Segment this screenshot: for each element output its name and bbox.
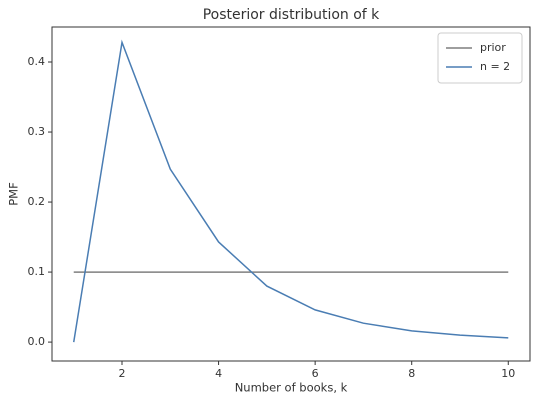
y-tick-label: 0.4 [28,55,46,68]
y-tick-label: 0.1 [28,265,46,278]
x-axis-label: Number of books, k [235,381,348,395]
legend-frame [437,32,523,84]
chart-title: Posterior distribution of k [203,7,380,23]
y-tick-label: 0.3 [28,125,46,138]
line-series [72,39,509,343]
x-tick-label: 10 [501,367,515,380]
x-tick-label: 2 [119,367,126,380]
x-tick-label: 8 [408,367,415,380]
x-tick-label: 4 [215,367,222,380]
legend-label: n = 2 [480,60,510,73]
y-axis-label: PMF [7,182,21,205]
y-tick-label: 0.2 [28,195,46,208]
plot-frame [51,26,531,362]
y-tick-label: 0.0 [28,335,46,348]
x-tick-label: 6 [312,367,319,380]
legend-label: prior [480,41,506,54]
